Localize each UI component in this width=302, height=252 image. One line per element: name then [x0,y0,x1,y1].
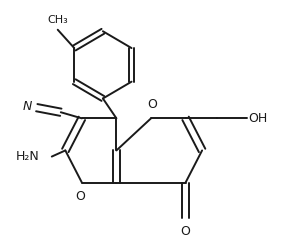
Text: O: O [181,225,191,238]
Text: OH: OH [249,112,268,125]
Text: H₂N: H₂N [16,150,40,163]
Text: O: O [148,98,157,111]
Text: O: O [76,190,85,203]
Text: CH₃: CH₃ [47,15,68,25]
Text: N: N [23,100,32,113]
